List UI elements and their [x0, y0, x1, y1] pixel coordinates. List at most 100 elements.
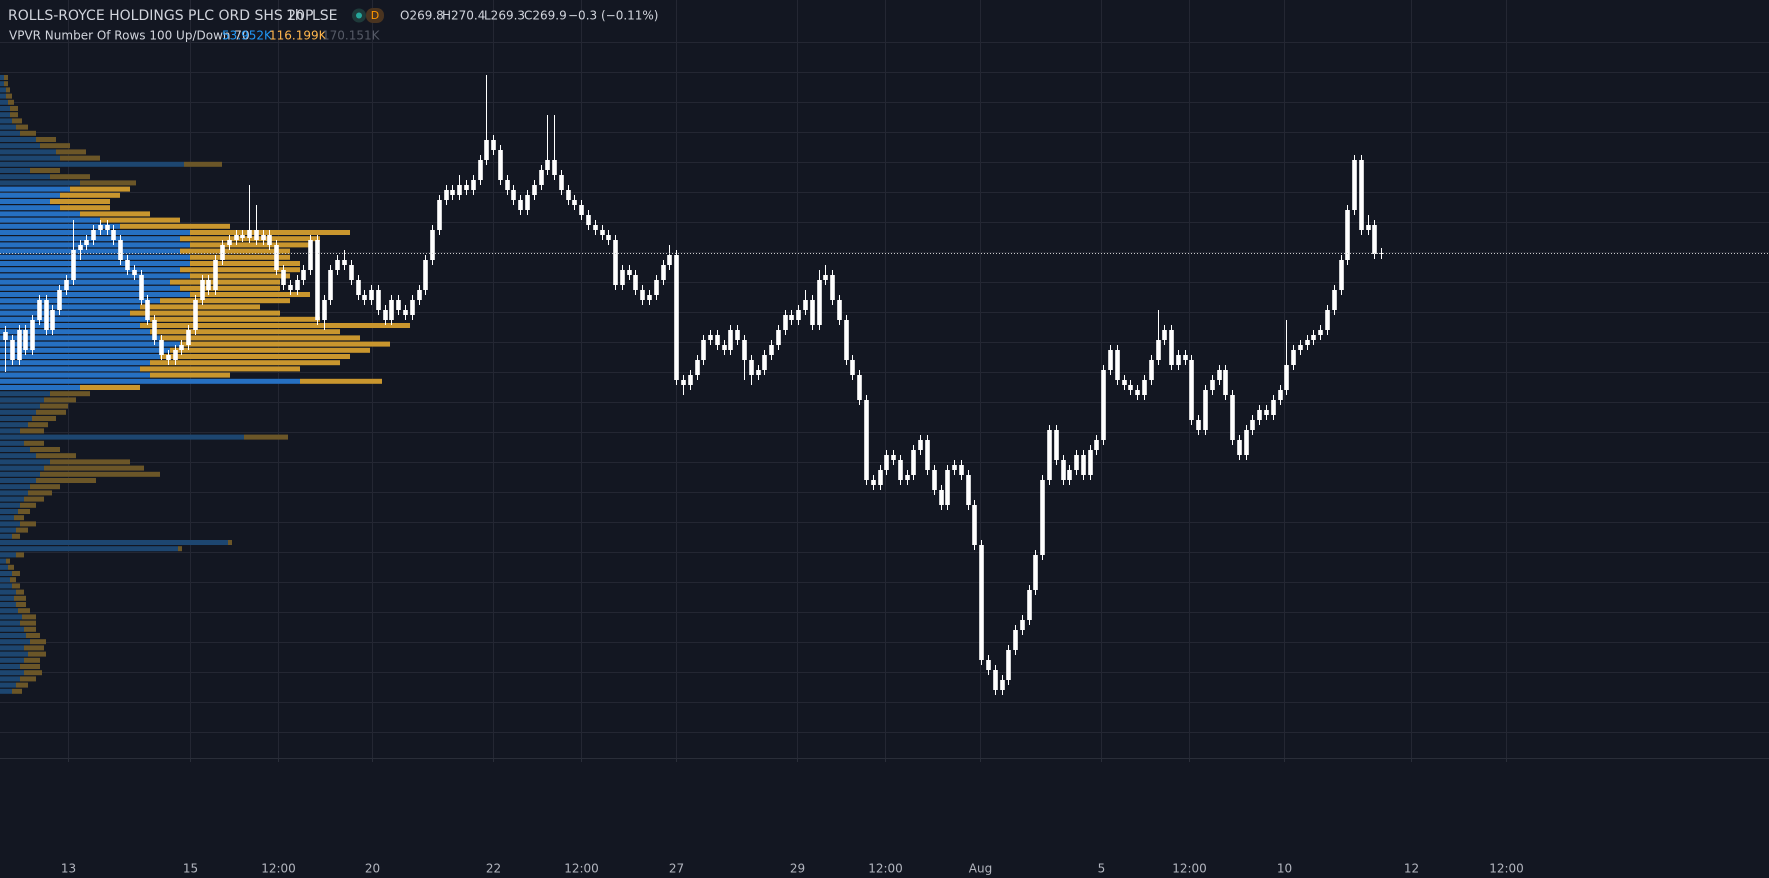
candle-body [728, 330, 733, 350]
candle-body [864, 400, 869, 480]
profile-up-bar [0, 310, 130, 316]
x-tick-label: 12:00 [261, 862, 296, 876]
profile-down-bar [18, 509, 30, 514]
candle-body [1142, 380, 1147, 395]
profile-up-bar [0, 453, 36, 459]
candle-body [64, 280, 69, 290]
candle-body [261, 235, 266, 240]
x-tick-label: 12:00 [564, 862, 599, 876]
candle-body [722, 345, 727, 350]
candle-body [1264, 410, 1269, 415]
candle-body [1183, 355, 1188, 360]
candle-body [796, 310, 801, 320]
profile-up-bar [0, 112, 10, 118]
candle-body [44, 300, 49, 330]
candle-body [295, 280, 300, 290]
profile-up-bar [0, 75, 4, 80]
profile-up-bar [0, 422, 28, 428]
profile-up-bar [0, 645, 24, 651]
profile-up-bar [0, 316, 150, 322]
candle-body [240, 235, 245, 238]
profile-down-bar [24, 670, 42, 676]
x-axis: 13 15 12:00 20 22 12:00 27 29 12:00 Aug 5 12:00 10 12… [61, 758, 1524, 876]
candle-body [234, 235, 239, 240]
profile-up-bar [0, 595, 14, 601]
candle-body [532, 185, 537, 195]
candle-body [539, 170, 544, 185]
candle-body [769, 345, 774, 355]
profile-up-bar [0, 564, 8, 570]
profile-down-bar [40, 403, 68, 409]
profile-up-bar [0, 217, 100, 223]
profile-up-bar [0, 602, 16, 607]
candle-body [979, 545, 984, 660]
profile-up-bar [0, 378, 300, 384]
candle-body [911, 450, 916, 475]
candle-body [823, 275, 828, 280]
profile-up-bar [0, 360, 150, 366]
profile-up-bar [0, 465, 44, 471]
profile-down-bar [190, 242, 310, 248]
profile-down-bar [30, 639, 46, 645]
profile-down-bar [150, 316, 320, 322]
candle-body [369, 290, 374, 300]
candle-body [674, 255, 679, 380]
profile-down-bar [190, 261, 300, 266]
candles [3, 75, 1384, 695]
profile-up-bar [0, 521, 20, 527]
candle-body [1061, 460, 1066, 480]
profile-down-bar [28, 651, 46, 657]
candle-body [1081, 455, 1086, 475]
candle-body [166, 355, 171, 360]
profile-down-bar [6, 87, 10, 93]
profile-up-bar [0, 354, 160, 359]
candle-body [647, 295, 652, 300]
profile-up-bar [0, 447, 30, 452]
candle-body [1101, 370, 1106, 440]
candle-body [328, 270, 333, 300]
candle-body [1196, 420, 1201, 430]
profile-down-bar [24, 657, 40, 663]
profile-up-bar [0, 329, 150, 335]
profile-up-bar [0, 490, 28, 496]
profile-up-bar [0, 199, 50, 204]
profile-up-bar [0, 614, 22, 620]
profile-up-bar [0, 509, 18, 514]
candle-body [1074, 455, 1079, 470]
candle-body [152, 320, 157, 340]
profile-up-bar [0, 633, 26, 638]
profile-down-bar [140, 323, 410, 328]
profile-up-bar [0, 236, 180, 242]
candle-body [1162, 330, 1167, 340]
profile-up-bar [0, 651, 28, 657]
candle-body [749, 360, 754, 375]
profile-down-bar [228, 540, 232, 545]
candle-body [1305, 340, 1310, 345]
profile-up-bar [0, 248, 180, 254]
candle-body [857, 375, 862, 400]
profile-up-bar [0, 657, 24, 663]
profile-up-bar [0, 440, 24, 446]
candle-body [1311, 335, 1316, 340]
profile-down-bar [16, 124, 28, 130]
candle-body [173, 350, 178, 360]
candle-body [1169, 330, 1174, 365]
candle-body [695, 360, 700, 375]
candle-body [966, 475, 971, 505]
candle-body [105, 225, 110, 230]
candle-body [945, 470, 950, 505]
x-tick-label: 12:00 [1489, 862, 1524, 876]
candle-body [884, 455, 889, 470]
x-tick-label: 10 [1277, 862, 1292, 876]
profile-up-bar [0, 87, 6, 93]
candle-body [850, 360, 855, 375]
candle-body [50, 310, 55, 330]
candle-body [627, 270, 632, 275]
candle-body [471, 180, 476, 190]
candle-body [810, 300, 815, 325]
profile-down-bar [14, 515, 24, 521]
candle-body [1339, 260, 1344, 290]
candle-body [932, 470, 937, 490]
profile-down-bar [100, 217, 180, 223]
candle-body [1000, 680, 1005, 690]
